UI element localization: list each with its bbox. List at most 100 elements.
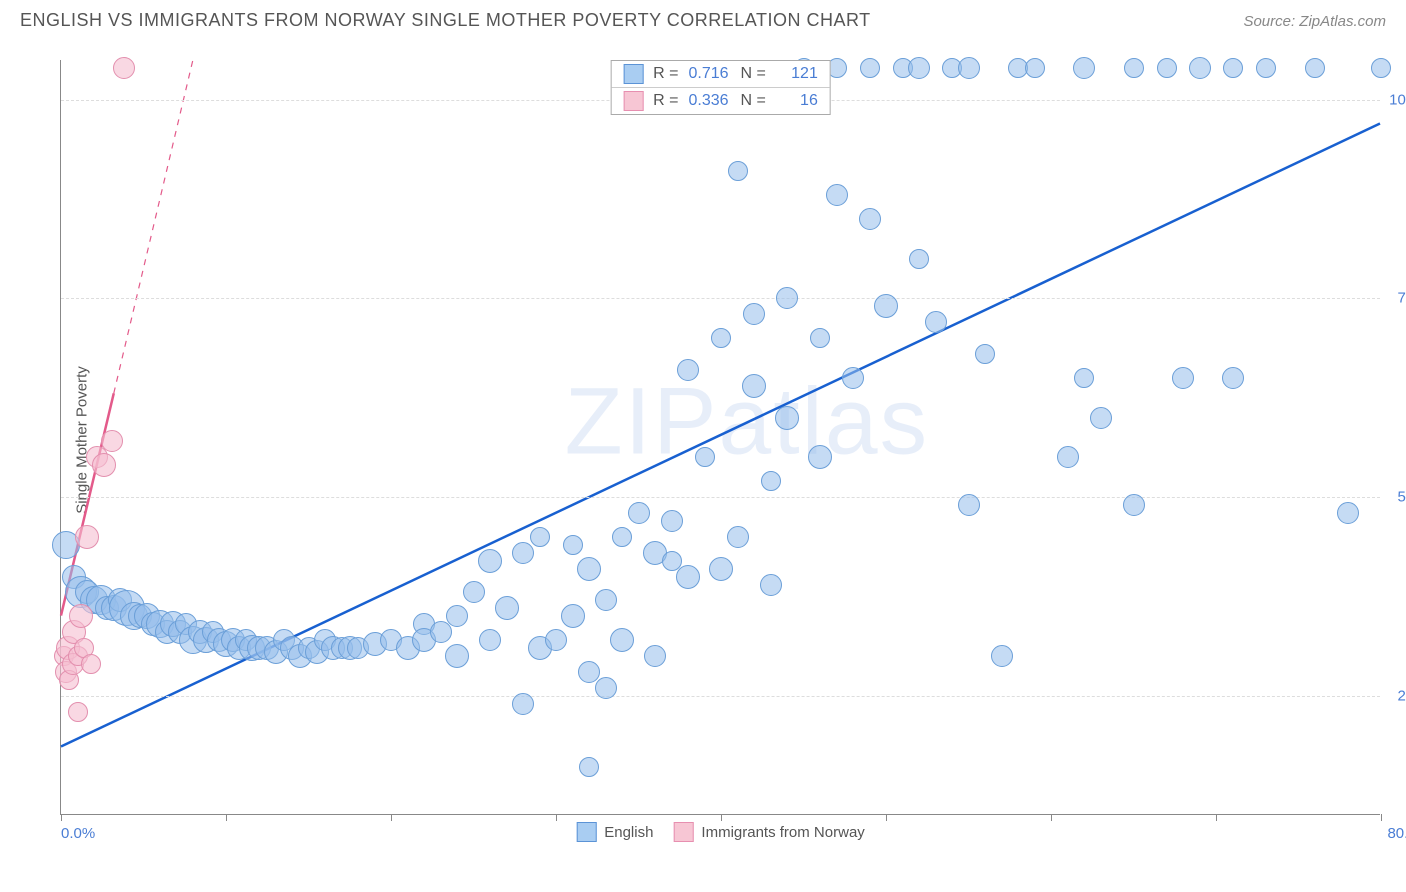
data-point bbox=[775, 406, 799, 430]
x-tick bbox=[391, 814, 392, 821]
data-point bbox=[677, 359, 699, 381]
legend-item: Immigrants from Norway bbox=[673, 822, 864, 842]
trend-line bbox=[114, 60, 193, 393]
series-legend: English Immigrants from Norway bbox=[576, 822, 865, 842]
data-point bbox=[446, 605, 468, 627]
legend-label: Immigrants from Norway bbox=[701, 824, 864, 841]
n-label: N = bbox=[741, 65, 766, 83]
r-label: R = bbox=[653, 92, 678, 110]
stat-legend-row: R = 0.716 N = 121 bbox=[611, 61, 830, 87]
chart-source: Source: ZipAtlas.com bbox=[1243, 13, 1386, 30]
data-point bbox=[577, 557, 601, 581]
data-point bbox=[1025, 58, 1045, 78]
data-point bbox=[1305, 58, 1325, 78]
data-point bbox=[711, 328, 731, 348]
data-point bbox=[1124, 58, 1144, 78]
data-point bbox=[463, 581, 485, 603]
data-point bbox=[75, 525, 99, 549]
data-point bbox=[975, 344, 995, 364]
data-point bbox=[1157, 58, 1177, 78]
data-point bbox=[760, 574, 782, 596]
data-point bbox=[661, 510, 683, 532]
data-point bbox=[874, 294, 898, 318]
data-point bbox=[743, 303, 765, 325]
legend-item: English bbox=[576, 822, 653, 842]
n-value: 16 bbox=[776, 92, 818, 110]
legend-swatch bbox=[576, 822, 596, 842]
gridline bbox=[61, 696, 1380, 697]
plot-area: ZIPatlas R =0.716N =121R =0.336N =16 Eng… bbox=[60, 60, 1380, 815]
plot-container: Single Mother Poverty ZIPatlas R =0.716N… bbox=[50, 45, 1390, 835]
x-tick bbox=[1051, 814, 1052, 821]
data-point bbox=[92, 453, 116, 477]
x-tick bbox=[226, 814, 227, 821]
data-point bbox=[495, 596, 519, 620]
data-point bbox=[1189, 57, 1211, 79]
data-point bbox=[610, 628, 634, 652]
data-point bbox=[761, 471, 781, 491]
data-point bbox=[727, 526, 749, 548]
data-point bbox=[1223, 58, 1243, 78]
data-point bbox=[445, 644, 469, 668]
data-point bbox=[728, 161, 748, 181]
data-point bbox=[1337, 502, 1359, 524]
data-point bbox=[991, 645, 1013, 667]
data-point bbox=[512, 693, 534, 715]
legend-label: English bbox=[604, 824, 653, 841]
y-tick-label: 50.0% bbox=[1385, 489, 1406, 506]
r-value: 0.336 bbox=[689, 92, 731, 110]
data-point bbox=[530, 527, 550, 547]
r-value: 0.716 bbox=[689, 65, 731, 83]
data-point bbox=[579, 757, 599, 777]
data-point bbox=[1222, 367, 1244, 389]
x-tick bbox=[556, 814, 557, 821]
data-point bbox=[958, 494, 980, 516]
x-tick bbox=[1216, 814, 1217, 821]
legend-swatch bbox=[623, 91, 643, 111]
n-value: 121 bbox=[776, 65, 818, 83]
chart-title: ENGLISH VS IMMIGRANTS FROM NORWAY SINGLE… bbox=[20, 10, 871, 31]
data-point bbox=[859, 208, 881, 230]
data-point bbox=[561, 604, 585, 628]
data-point bbox=[1057, 446, 1079, 468]
x-max-label: 80.0% bbox=[1375, 825, 1406, 842]
data-point bbox=[628, 502, 650, 524]
data-point bbox=[676, 565, 700, 589]
data-point bbox=[101, 430, 123, 452]
data-point bbox=[612, 527, 632, 547]
data-point bbox=[644, 645, 666, 667]
data-point bbox=[68, 702, 88, 722]
data-point bbox=[545, 629, 567, 651]
data-point bbox=[430, 621, 452, 643]
data-point bbox=[1074, 368, 1094, 388]
data-point bbox=[1073, 57, 1095, 79]
data-point bbox=[563, 535, 583, 555]
data-point bbox=[478, 549, 502, 573]
data-point bbox=[595, 677, 617, 699]
x-tick bbox=[1381, 814, 1382, 821]
data-point bbox=[1123, 494, 1145, 516]
statistics-legend: R =0.716N =121R =0.336N =16 bbox=[610, 60, 831, 115]
trend-lines-svg bbox=[61, 60, 1380, 814]
data-point bbox=[695, 447, 715, 467]
data-point bbox=[1371, 58, 1391, 78]
data-point bbox=[1090, 407, 1112, 429]
x-tick bbox=[886, 814, 887, 821]
data-point bbox=[1172, 367, 1194, 389]
x-tick bbox=[721, 814, 722, 821]
gridline bbox=[61, 298, 1380, 299]
data-point bbox=[69, 604, 93, 628]
legend-swatch bbox=[623, 64, 643, 84]
data-point bbox=[479, 629, 501, 651]
data-point bbox=[742, 374, 766, 398]
y-tick-label: 100.0% bbox=[1385, 91, 1406, 108]
x-tick bbox=[61, 814, 62, 821]
legend-swatch bbox=[673, 822, 693, 842]
y-tick-label: 75.0% bbox=[1385, 290, 1406, 307]
x-min-label: 0.0% bbox=[61, 825, 95, 842]
y-tick-label: 25.0% bbox=[1385, 687, 1406, 704]
data-point bbox=[512, 542, 534, 564]
data-point bbox=[860, 58, 880, 78]
data-point bbox=[909, 249, 929, 269]
r-label: R = bbox=[653, 65, 678, 83]
